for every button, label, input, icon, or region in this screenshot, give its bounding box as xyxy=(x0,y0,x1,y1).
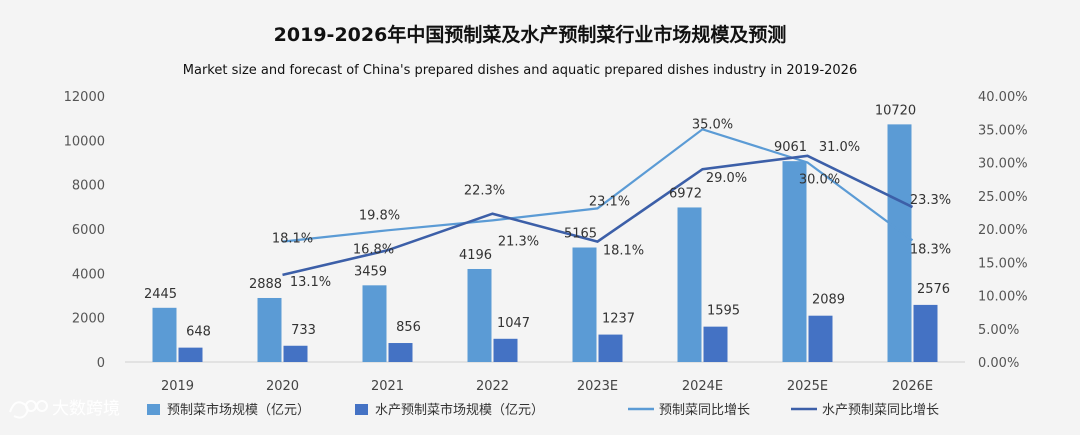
right-y-tick-label: 5.00% xyxy=(978,323,1019,338)
x-axis-category-label: 2022 xyxy=(476,379,509,394)
bar-prepared-dishes xyxy=(362,285,387,362)
left-y-tick-label: 8000 xyxy=(72,179,105,194)
bar-aquatic-prepared-dishes xyxy=(178,347,203,362)
watermark: 大数跨境 xyxy=(9,399,120,419)
line-prepared-dishes-growth xyxy=(282,128,914,243)
bar-prepared-dishes xyxy=(572,247,597,362)
bar-aquatic-prepared-dishes xyxy=(913,304,938,362)
legend-swatch-bar xyxy=(355,404,368,415)
bar-label-aquatic-prepared-dishes: 1237 xyxy=(602,312,635,327)
right-y-tick-label: 40.00% xyxy=(978,90,1028,105)
bar-label-aquatic-prepared-dishes: 856 xyxy=(396,320,421,335)
right-y-tick-label: 30.00% xyxy=(978,157,1028,172)
chart-title: 2019-2026年中国预制菜及水产预制菜行业市场规模及预测 xyxy=(274,23,787,46)
line-aquatic-growth xyxy=(282,154,914,277)
bar-label-prepared-dishes: 3459 xyxy=(354,264,387,279)
bar-label-prepared-dishes: 6972 xyxy=(669,186,702,201)
right-y-tick-label: 15.00% xyxy=(978,256,1028,271)
point-label-prepared-dishes-growth: 18.3% xyxy=(910,242,951,257)
watermark-logo-icon xyxy=(9,400,48,419)
x-axis-category-label: 2023E xyxy=(577,379,618,394)
bar-label-prepared-dishes: 2888 xyxy=(249,277,282,292)
bar-prepared-dishes xyxy=(677,207,702,362)
point-label-aquatic-growth: 13.1% xyxy=(290,275,331,290)
watermark-text: 大数跨境 xyxy=(52,399,120,419)
bar-label-aquatic-prepared-dishes: 2089 xyxy=(812,293,845,308)
bar-aquatic-prepared-dishes xyxy=(283,345,308,362)
data-labels: 2445 648 2888 733 3459 856 4196 1047 5165 1237 697… xyxy=(144,103,951,339)
bar-aquatic-prepared-dishes xyxy=(703,326,728,362)
bar-label-aquatic-prepared-dishes: 1047 xyxy=(497,316,530,331)
right-y-tick-label: 35.00% xyxy=(978,123,1028,138)
left-y-tick-label: 2000 xyxy=(72,312,105,327)
point-label-aquatic-growth: 16.8% xyxy=(353,242,394,257)
left-y-tick-label: 10000 xyxy=(64,134,105,149)
point-label-prepared-dishes-growth: 21.3% xyxy=(498,234,539,249)
bar-prepared-dishes xyxy=(152,307,177,362)
point-label-prepared-dishes-growth: 18.1% xyxy=(272,232,313,247)
point-label-prepared-dishes-growth: 35.0% xyxy=(692,117,733,132)
left-y-tick-label: 4000 xyxy=(72,267,105,282)
right-y-tick-label: 10.00% xyxy=(978,290,1028,305)
x-axis-category-label: 2020 xyxy=(266,379,299,394)
bar-aquatic-prepared-dishes xyxy=(493,338,518,362)
point-label-aquatic-growth: 31.0% xyxy=(819,140,860,155)
legend-label: 水产预制菜同比增长 xyxy=(822,403,939,418)
left-y-tick-label: 0 xyxy=(97,356,105,371)
chart-subtitle: Market size and forecast of China's prep… xyxy=(183,63,857,78)
x-axis-category-label: 2025E xyxy=(787,379,828,394)
point-label-aquatic-growth: 18.1% xyxy=(603,244,644,259)
bar-label-prepared-dishes: 4196 xyxy=(459,248,492,263)
bar-label-aquatic-prepared-dishes: 2576 xyxy=(917,282,950,297)
legend-label: 预制菜市场规模（亿元） xyxy=(167,402,310,418)
point-label-prepared-dishes-growth: 23.1% xyxy=(589,194,630,209)
bar-label-prepared-dishes: 2445 xyxy=(144,287,177,302)
x-axis-category-label: 2021 xyxy=(371,379,404,394)
x-axis-category-label: 2024E xyxy=(682,379,723,394)
x-axis-category-label: 2026E xyxy=(892,379,933,394)
point-label-aquatic-growth: 29.0% xyxy=(706,171,747,186)
legend-label: 水产预制菜市场规模（亿元） xyxy=(375,402,544,418)
bar-label-aquatic-prepared-dishes: 1595 xyxy=(707,304,740,319)
right-y-axis: 0.00% 5.00% 10.00% 15.00% 20.00% 25.00% 30.00%… xyxy=(978,90,1028,371)
bar-label-prepared-dishes: 5165 xyxy=(564,227,597,242)
bar-label-aquatic-prepared-dishes: 648 xyxy=(186,325,211,340)
line-series xyxy=(282,128,914,277)
left-y-axis: 0 2000 4000 6000 8000 10000 12000 xyxy=(64,90,105,371)
bar-prepared-dishes xyxy=(467,268,492,362)
point-label-aquatic-growth: 23.3% xyxy=(910,193,951,208)
bar-series xyxy=(152,124,938,362)
bar-aquatic-prepared-dishes xyxy=(388,343,413,362)
bar-label-aquatic-prepared-dishes: 733 xyxy=(291,323,316,338)
bar-label-prepared-dishes: 9061 xyxy=(774,140,807,155)
legend-label: 预制菜同比增长 xyxy=(659,403,750,418)
bar-label-prepared-dishes: 10720 xyxy=(875,103,916,118)
point-label-prepared-dishes-growth: 30.0% xyxy=(799,173,840,188)
right-y-tick-label: 25.00% xyxy=(978,190,1028,205)
bar-prepared-dishes xyxy=(887,124,912,362)
point-label-prepared-dishes-growth: 19.8% xyxy=(359,208,400,223)
legend-swatch-bar xyxy=(147,404,160,415)
right-y-tick-label: 0.00% xyxy=(978,356,1019,371)
bar-aquatic-prepared-dishes xyxy=(808,315,833,362)
x-axis-category-label: 2019 xyxy=(161,379,194,394)
right-y-tick-label: 20.00% xyxy=(978,223,1028,238)
point-label-aquatic-growth: 22.3% xyxy=(464,184,505,199)
bar-aquatic-prepared-dishes xyxy=(598,334,623,362)
x-axis-categories: 2019 2020 2021 2022 2023E 2024E 2025E 2026E xyxy=(161,379,933,394)
legend: 预制菜市场规模（亿元） 水产预制菜市场规模（亿元） 预制菜同比增长 水产预制菜同比增长 xyxy=(147,402,939,418)
bar-prepared-dishes xyxy=(782,161,807,362)
left-y-tick-label: 12000 xyxy=(64,90,105,105)
bar-prepared-dishes xyxy=(257,297,282,362)
left-y-tick-label: 6000 xyxy=(72,223,105,238)
